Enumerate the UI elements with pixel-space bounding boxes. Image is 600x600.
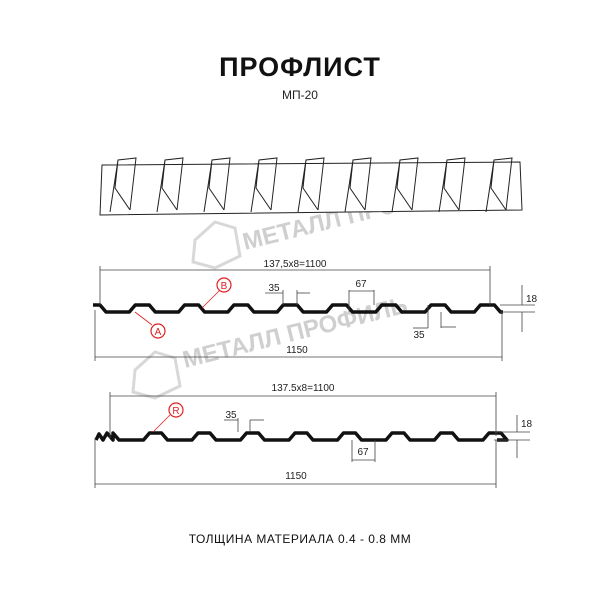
pitch-label-a: 137,5x8=1100: [264, 259, 327, 270]
sheet-rib: [156, 157, 184, 213]
profile-r-drawing: 137.5x8=1100 1150 18 35 67 R: [94, 383, 533, 488]
pitch-label-r: 137.5x8=1100: [272, 383, 335, 394]
sheet-rib: [297, 157, 325, 213]
sheet-3d-view: [99, 157, 523, 216]
profile-a-drawing: 137,5x8=1100 1150 18 35 67 35 A B: [93, 259, 538, 361]
rib-width-r: 67: [357, 447, 369, 458]
sheet-rib: [438, 157, 466, 213]
height-a: 18: [526, 294, 538, 305]
sheet-rib: [391, 157, 419, 213]
marker-b: B: [201, 277, 232, 309]
total-width-r: 1150: [285, 471, 307, 482]
sheet-rib: [109, 157, 137, 213]
total-width-a: 1150: [286, 345, 308, 356]
sheet-rib: [203, 157, 231, 213]
marker-r: R: [152, 402, 184, 433]
top-width-r: 35: [225, 410, 237, 421]
svg-text:B: B: [221, 281, 228, 292]
page-title: ПРОФЛИСТ: [219, 52, 381, 82]
height-r: 18: [521, 419, 533, 430]
top-width-a: 35: [268, 283, 280, 294]
svg-text:R: R: [172, 406, 179, 417]
material-thickness: ТОЛЩИНА МАТЕРИАЛА 0.4 - 0.8 ММ: [188, 532, 412, 546]
sheet-rib: [485, 157, 513, 213]
rib-width-a: 67: [355, 279, 367, 290]
sheet-rib: [250, 157, 278, 213]
marker-a: A: [134, 311, 166, 339]
svg-text:A: A: [155, 327, 162, 338]
sheet-rib: [344, 157, 372, 213]
bottom-width-a: 35: [413, 330, 425, 341]
profile-model: МП-20: [282, 88, 318, 102]
